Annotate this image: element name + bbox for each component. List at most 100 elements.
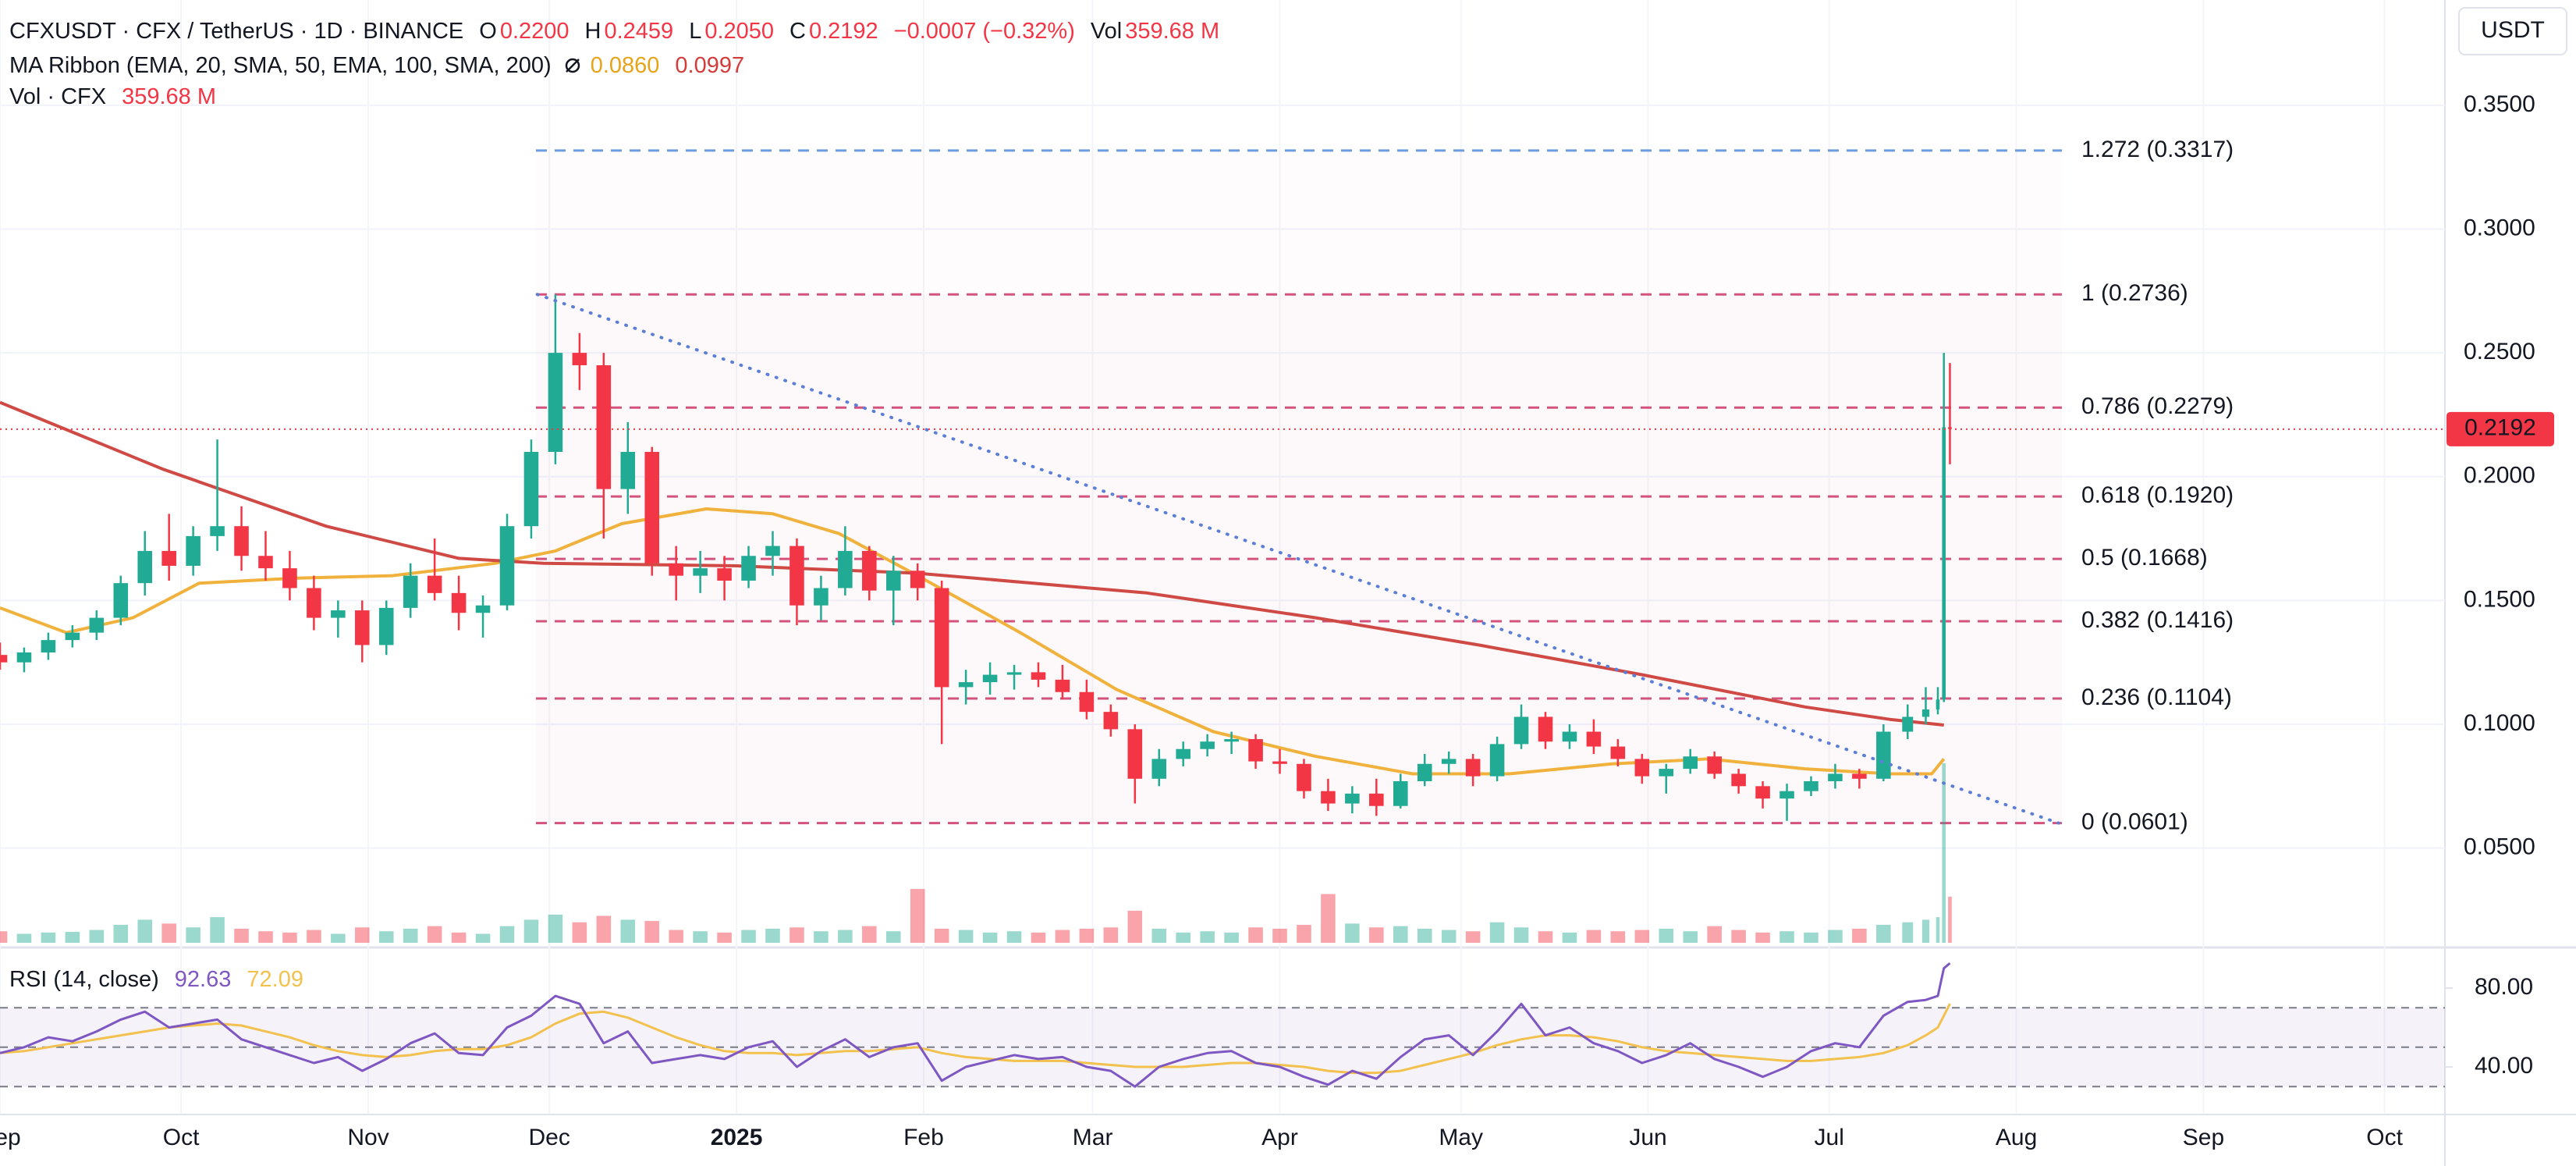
ohlc-key: L xyxy=(689,19,702,44)
candle-body xyxy=(378,607,394,645)
rsi-legend: RSI (14, close) 92.63 72.09 xyxy=(9,964,307,995)
volume-bar xyxy=(499,926,515,943)
x-tick-label: Feb xyxy=(903,1125,944,1150)
volume-bar xyxy=(862,926,877,943)
x-tick-label: Oct xyxy=(2366,1125,2403,1150)
x-tick-label: May xyxy=(1439,1125,1483,1150)
ribbon-value: 0.0860 xyxy=(590,53,660,78)
candle-body xyxy=(1634,759,1650,777)
candle-body xyxy=(910,571,925,588)
candle-body xyxy=(982,674,998,683)
volume-bar xyxy=(234,928,249,943)
volume-bar xyxy=(741,930,756,943)
candle-body xyxy=(1804,780,1818,791)
fib-zone xyxy=(536,621,2062,699)
volume-bar xyxy=(1055,930,1070,943)
ohlc-value: 0.2192 xyxy=(808,19,878,44)
candle-body xyxy=(307,588,321,618)
volume-bar xyxy=(16,933,32,943)
candle-body xyxy=(41,640,56,652)
volume-bar xyxy=(1942,763,1946,943)
x-tick-label: Sep xyxy=(2183,1125,2224,1150)
candle-body xyxy=(16,652,32,663)
rsi-value: 92.63 xyxy=(174,967,232,992)
last-price-box xyxy=(2446,411,2554,446)
ribbon-legend: MA Ribbon (EMA, 20, SMA, 50, EMA, 100, S… xyxy=(9,50,747,81)
candle-body xyxy=(234,526,249,556)
fib-label: 1 (0.2736) xyxy=(2081,280,2188,306)
volume-bar xyxy=(1489,922,1505,943)
candle-body xyxy=(1055,679,1070,692)
ohlc-key: H xyxy=(584,19,601,44)
rsi-background xyxy=(0,950,2445,1113)
volume-bar xyxy=(717,932,732,943)
fib-zone xyxy=(536,496,2062,559)
candle-body xyxy=(1272,761,1287,764)
volume-bar xyxy=(161,923,176,943)
volume-title: Vol · CFX xyxy=(9,84,107,109)
volume-bar xyxy=(89,930,105,943)
volume-bar xyxy=(910,889,925,943)
candle-body xyxy=(548,353,563,453)
hide-icon[interactable] xyxy=(562,50,583,81)
fib-label: 0.382 (0.1416) xyxy=(2081,607,2234,633)
x-tick-label: Dec xyxy=(529,1125,570,1150)
candle-body xyxy=(1948,427,1952,429)
volume-bar xyxy=(1852,928,1867,943)
fib-label: 0.786 (0.2279) xyxy=(2081,393,2234,419)
candle-body xyxy=(838,550,853,588)
candle-body xyxy=(934,588,949,688)
volume-bar xyxy=(1683,931,1698,943)
candle-body xyxy=(1852,773,1867,779)
candle-body xyxy=(331,610,346,618)
y-tick-label: 0.1500 xyxy=(2464,586,2535,612)
candle-body xyxy=(958,682,974,688)
volume-bar xyxy=(1248,927,1263,943)
candle-body xyxy=(1586,731,1602,747)
ohlc-key: C xyxy=(789,19,806,44)
unit-box xyxy=(2458,7,2567,55)
candle-body xyxy=(1513,716,1529,745)
candle-body xyxy=(1683,756,1698,770)
volume-bar xyxy=(1224,932,1239,943)
candle-body xyxy=(1200,741,1215,749)
candle-body xyxy=(1828,773,1843,781)
volume-bar xyxy=(885,931,901,943)
volume-bar xyxy=(1936,917,1940,943)
volume-bar xyxy=(1562,932,1577,943)
candle-body xyxy=(1465,759,1481,777)
volume-bar xyxy=(644,921,660,943)
volume-bar xyxy=(1755,932,1770,943)
vol-key: Vol xyxy=(1090,19,1123,44)
fib-label: 0.236 (0.1104) xyxy=(2081,684,2232,710)
volume-bar xyxy=(427,926,442,943)
candle-body xyxy=(355,610,370,645)
y-tick-label: 0.3000 xyxy=(2464,215,2535,240)
fib-zone xyxy=(536,151,2062,294)
volume-bar xyxy=(1345,923,1360,943)
volume-bar xyxy=(1321,894,1336,943)
volume-bar xyxy=(210,917,225,943)
candle-body xyxy=(1006,672,1022,675)
fib-zone xyxy=(536,699,2062,823)
symbol-legend: CFXUSDT · CFX / TetherUS · 1D · BINANCE … xyxy=(9,16,1222,47)
fib-label: 0.5 (0.1668) xyxy=(2081,545,2208,571)
volume-bar xyxy=(1610,931,1626,943)
volume-bar xyxy=(475,933,491,943)
candle-body xyxy=(1942,427,1946,700)
candle-body xyxy=(258,556,273,569)
volume-bar xyxy=(1586,930,1602,943)
volume-bar xyxy=(765,928,780,943)
trendline xyxy=(535,293,2060,825)
candle-body xyxy=(65,632,80,641)
ohlc-value: 0.2050 xyxy=(704,19,775,44)
volume-bar xyxy=(137,919,153,943)
volume-bar xyxy=(0,931,8,943)
x-tick-label: Jul xyxy=(1815,1125,1844,1150)
ohlc-key: O xyxy=(479,19,497,44)
fib-zone xyxy=(536,294,2062,407)
volume-bar xyxy=(1731,930,1746,943)
candle-body xyxy=(1297,763,1311,791)
candle-body xyxy=(1659,769,1674,777)
volume-bar xyxy=(596,915,612,943)
